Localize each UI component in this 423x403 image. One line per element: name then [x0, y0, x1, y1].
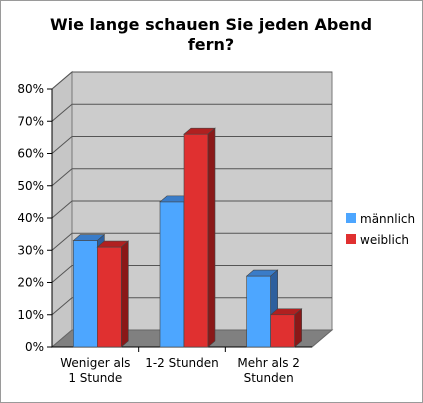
chart-title-line-1: Wie lange schauen Sie jeden Abend — [50, 15, 372, 34]
y-tick-label: 30% — [17, 243, 44, 257]
y-tick-label: 50% — [17, 179, 44, 193]
y-tick-label: 70% — [17, 114, 44, 128]
y-tick-label: 10% — [17, 308, 44, 322]
gridline — [51, 136, 332, 154]
bar-front — [159, 201, 185, 348]
bar-side — [207, 127, 216, 348]
bar-front — [97, 246, 122, 348]
gridline — [51, 297, 332, 316]
category-label: 1-2 Stunden — [145, 356, 219, 370]
gridline — [51, 71, 332, 90]
gridline — [51, 232, 332, 251]
y-tick-label: 40% — [17, 211, 44, 225]
bar-front — [73, 240, 98, 348]
legend-label: weiblich — [360, 233, 409, 247]
y-tick-label: 80% — [17, 82, 44, 96]
bar — [245, 269, 279, 348]
bar-front — [246, 275, 271, 348]
bar-front — [183, 133, 209, 348]
category-label: Weniger als — [60, 356, 130, 370]
gridline — [51, 200, 332, 219]
bar — [269, 308, 303, 348]
y-tick-label: 0% — [25, 340, 44, 354]
category-label: Mehr als 2 — [237, 356, 299, 370]
bar-side — [121, 240, 129, 348]
gridline — [51, 265, 332, 283]
category-label: 1 Stunde — [68, 371, 122, 385]
chart-title-line-2: fern? — [188, 35, 234, 54]
gridline — [51, 168, 332, 187]
y-tick-label: 20% — [17, 276, 44, 290]
bar-front — [270, 314, 295, 348]
legend-swatch — [346, 234, 356, 244]
y-tick-label: 60% — [17, 147, 44, 161]
legend-swatch — [346, 213, 356, 223]
gridline — [51, 103, 332, 122]
bar-side — [294, 308, 302, 348]
bar — [183, 127, 216, 348]
legend-label: männlich — [360, 212, 415, 226]
category-label: Stunden — [244, 371, 294, 385]
bar — [96, 240, 130, 348]
